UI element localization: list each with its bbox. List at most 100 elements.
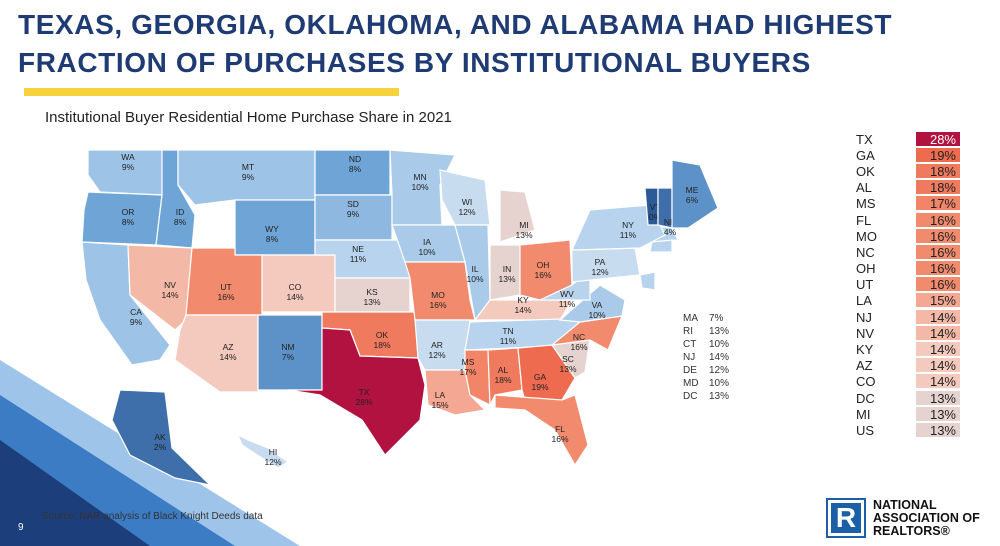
headline: TEXAS, GEORGIA, OKLAHOMA, AND ALABAMA HA… [18, 6, 978, 82]
minor-state-shape [649, 239, 673, 253]
source-note: Source: NAR analysis of Black Knight Dee… [42, 511, 263, 522]
state-value-tx: 28% [355, 397, 372, 407]
state-value-oh: 16% [534, 270, 551, 280]
headline-line-2: FRACTION OF PURCHASES BY INSTITUTIONAL B… [18, 47, 811, 78]
state-code-ut: UT [220, 282, 231, 292]
state-shape-nv [127, 244, 193, 331]
small-state-code: RI [683, 326, 693, 337]
state-code-az: AZ [223, 342, 234, 352]
state-value-in: 13% [498, 274, 515, 284]
state-value-nh: 4% [664, 227, 677, 237]
state-shape-ak [111, 389, 212, 486]
state-code-id: ID [176, 207, 185, 217]
state-shape-ms [464, 349, 491, 406]
state-shape-ny [571, 204, 666, 251]
state-code-pa: PA [595, 257, 606, 267]
state-code-ms: MS [462, 357, 475, 367]
ranking-row: TX 28% [848, 131, 960, 147]
state-code-ca: CA [130, 307, 142, 317]
state-code-ok: OK [376, 330, 389, 340]
state-value-tn: 11% [500, 336, 517, 346]
state-code-nm: NM [281, 342, 294, 352]
state-code-mn: MN [413, 172, 426, 182]
ranking-value: 28% [916, 131, 960, 147]
state-shape-hi [236, 433, 290, 469]
state-value-ky: 14% [514, 305, 531, 315]
state-value-vt: 0% [649, 212, 662, 222]
corner-dark-shape [0, 440, 150, 546]
ranking-state: OH [856, 261, 876, 277]
ranking-state: US [856, 422, 875, 438]
state-code-la: LA [435, 390, 446, 400]
small-state-code: MD [683, 378, 699, 389]
ranking-state: NV [856, 325, 875, 341]
state-value-mt: 9% [242, 172, 255, 182]
state-value-ks: 13% [363, 297, 380, 307]
ranking-state: GA [856, 147, 875, 163]
ranking-state: FL [856, 212, 872, 228]
state-value-mo: 16% [429, 300, 446, 310]
ranking-value: 16% [916, 261, 960, 277]
state-value-hi: 12% [264, 457, 281, 467]
ranking-row: GA 19% [848, 147, 960, 163]
state-value-nd: 8% [349, 164, 362, 174]
ranking-row: FL 16% [848, 212, 960, 228]
state-code-ky: KY [517, 295, 529, 305]
ranking-value: 18% [916, 163, 960, 179]
ranking-value: 19% [916, 147, 960, 163]
small-states-legend: MA 7% RI 13% CT 10% NJ 14% DE 12% MD 10% DC 13% [683, 312, 729, 403]
small-state-row: DC 13% [683, 390, 729, 403]
state-value-az: 14% [219, 352, 236, 362]
state-code-mo: MO [431, 290, 445, 300]
ranking-row: CO 14% [848, 374, 960, 390]
small-state-row: DE 12% [683, 364, 729, 377]
ranking-state: NJ [856, 309, 872, 325]
ranking-row: MI 13% [848, 406, 960, 422]
state-value-co: 14% [286, 292, 303, 302]
ranking-value: 14% [916, 325, 960, 341]
state-code-co: CO [289, 282, 302, 292]
state-code-in: IN [503, 264, 512, 274]
ranking-row: KY 14% [848, 341, 960, 358]
state-shape-al [487, 347, 523, 406]
state-code-nh: NH [664, 217, 676, 227]
small-state-value: 12% [709, 365, 730, 376]
ranking-state: TX [856, 131, 873, 147]
small-state-row: RI 13% [683, 325, 729, 338]
state-code-ga: GA [534, 372, 547, 382]
minor-state-shape [639, 271, 656, 291]
ranking-row: AL 18% [848, 180, 960, 196]
state-code-sc: SC [562, 354, 574, 364]
ranking-row: MO 16% [848, 228, 960, 244]
state-value-ia: 10% [418, 247, 435, 257]
headline-underline [24, 88, 399, 96]
state-shape-va [558, 284, 626, 323]
small-state-code: NJ [683, 352, 696, 363]
state-code-ne: NE [352, 244, 364, 254]
state-value-al: 18% [494, 375, 511, 385]
state-code-sd: SD [347, 199, 359, 209]
state-code-ks: KS [366, 287, 378, 297]
small-state-code: DC [683, 391, 698, 402]
state-value-pa: 12% [591, 267, 608, 277]
state-shape-wv [539, 268, 591, 301]
ranking-value: 14% [916, 358, 960, 374]
state-value-ny: 11% [620, 230, 637, 240]
state-value-id: 8% [174, 217, 187, 227]
ranking-row: US 13% [848, 422, 960, 438]
state-value-wi: 12% [458, 207, 475, 217]
state-code-ny: NY [622, 220, 634, 230]
ranking-row: LA 15% [848, 293, 960, 309]
small-state-code: CT [683, 339, 697, 350]
small-state-code: DE [683, 365, 697, 376]
small-state-code: MA [683, 313, 698, 324]
state-value-mn: 10% [411, 182, 428, 192]
state-value-or: 8% [122, 217, 135, 227]
ranking-state: NC [856, 244, 875, 260]
small-state-row: MA 7% [683, 312, 729, 325]
realtor-logo-icon: R [826, 498, 866, 538]
state-value-nc: 16% [570, 342, 587, 352]
state-value-nv: 14% [161, 290, 178, 300]
ranking-value: 15% [916, 293, 960, 309]
